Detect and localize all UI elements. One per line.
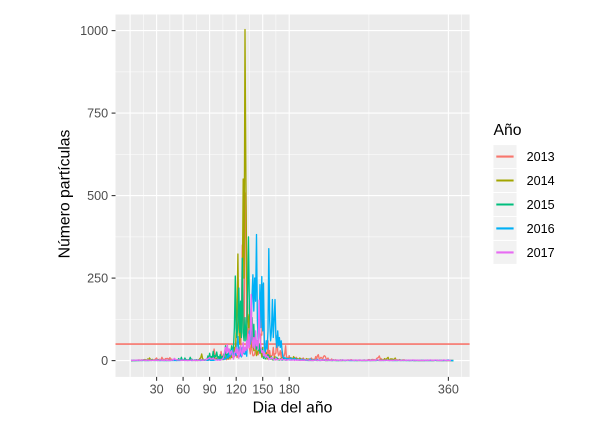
svg-text:60: 60 bbox=[176, 382, 190, 396]
svg-text:180: 180 bbox=[279, 382, 300, 396]
svg-text:30: 30 bbox=[150, 382, 164, 396]
svg-text:Dia del año: Dia del año bbox=[253, 399, 333, 416]
svg-text:0: 0 bbox=[101, 354, 108, 368]
svg-text:360: 360 bbox=[438, 382, 459, 396]
svg-text:2014: 2014 bbox=[527, 174, 555, 188]
svg-text:120: 120 bbox=[226, 382, 247, 396]
svg-text:2015: 2015 bbox=[527, 198, 555, 212]
svg-text:2013: 2013 bbox=[527, 150, 555, 164]
svg-text:150: 150 bbox=[252, 382, 273, 396]
svg-text:750: 750 bbox=[87, 107, 108, 121]
svg-text:1000: 1000 bbox=[80, 24, 108, 38]
svg-text:500: 500 bbox=[87, 189, 108, 203]
svg-text:2016: 2016 bbox=[527, 222, 555, 236]
svg-text:250: 250 bbox=[87, 272, 108, 286]
svg-text:2017: 2017 bbox=[527, 246, 555, 260]
svg-text:90: 90 bbox=[203, 382, 217, 396]
svg-text:Número partículas: Número partículas bbox=[57, 130, 74, 259]
svg-text:Año: Año bbox=[494, 122, 522, 139]
